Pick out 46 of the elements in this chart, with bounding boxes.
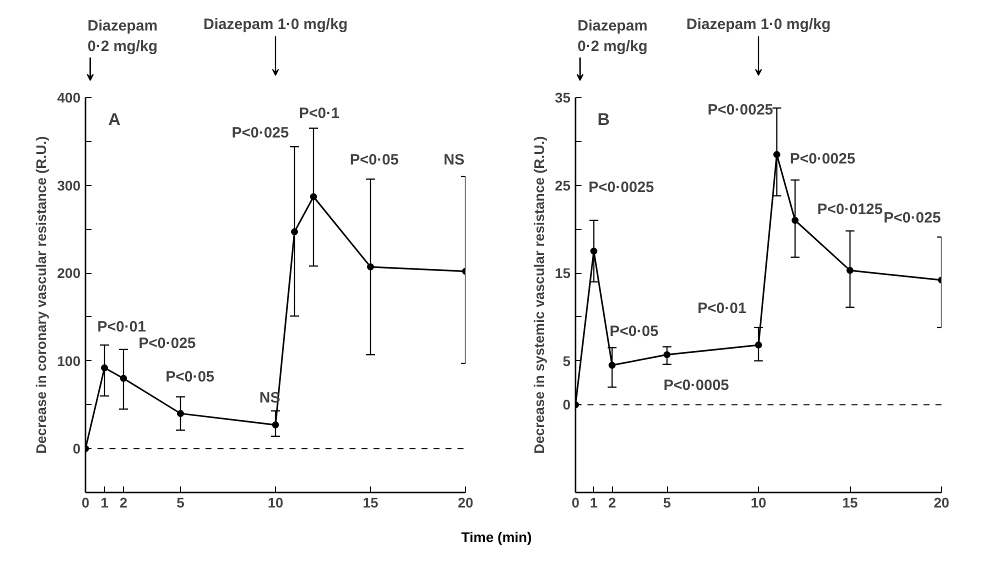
x-tick-label: 5 <box>176 494 185 510</box>
y-tick-label: 400 <box>57 90 81 106</box>
y-axis-title: Decrease in systemic vascular resistance (R.U.) <box>530 136 547 454</box>
annotation: P<0·05 <box>166 368 214 386</box>
x-tick-label: 20 <box>934 494 950 510</box>
text: Diazepam 0·2 mg/kg <box>88 18 158 55</box>
annotation: NS <box>444 152 465 169</box>
y-tick-label: 5 <box>562 352 571 369</box>
annotation: P<0·025 <box>884 210 941 227</box>
y-tick-label: 15 <box>554 265 571 282</box>
y-tick-label: 25 <box>554 177 571 194</box>
x-tick-label: 20 <box>458 494 474 510</box>
x-tick-label: 2 <box>608 494 616 510</box>
annotation: P<0·05 <box>350 152 399 169</box>
annotation: P<0·05 <box>610 322 658 340</box>
annotation: P<0·0025 <box>790 150 856 168</box>
annotation: P<0·0125 <box>817 200 883 218</box>
x-tick-label: 10 <box>268 494 284 510</box>
y-tick-label: 300 <box>57 177 81 194</box>
annotation: P<0·025 <box>138 335 196 352</box>
text: A <box>108 110 121 130</box>
x-tick-label: 5 <box>663 494 672 510</box>
y-tick-label: 0 <box>562 396 571 413</box>
x-tick-label: 1 <box>590 494 598 510</box>
y-tick-label: 200 <box>57 265 81 282</box>
text: Diazepam 0·2 mg/kg <box>578 18 648 55</box>
text: B <box>597 110 610 130</box>
x-tick-label: 15 <box>842 494 858 510</box>
annotation: P<0·01 <box>698 300 746 317</box>
y-tick-label: 35 <box>554 90 571 106</box>
x-tick-label: 2 <box>120 494 128 510</box>
annotation: P<0·025 <box>232 124 289 142</box>
annotation: P<0·0005 <box>664 377 730 394</box>
x-axis-title: Time (min) <box>461 528 532 547</box>
y-axis-title: Decrease in coronary vascular resistance (R.U.) <box>33 136 50 454</box>
annotation: P<0·0025 <box>588 178 654 196</box>
text: Diazepam 1·0 mg/kg <box>203 16 348 33</box>
x-tick-label: 15 <box>362 494 378 510</box>
x-tick-label: 10 <box>750 494 766 510</box>
x-tick-label: 1 <box>100 494 109 510</box>
y-tick-label: 0 <box>72 440 81 457</box>
annotation: P<0·0025 <box>708 102 774 119</box>
text: Diazepam 1·0 mg/kg <box>686 16 831 33</box>
y-tick-label: 100 <box>57 352 81 369</box>
annotation: P<0·01 <box>97 318 146 336</box>
annotation: P<0·1 <box>298 105 340 122</box>
